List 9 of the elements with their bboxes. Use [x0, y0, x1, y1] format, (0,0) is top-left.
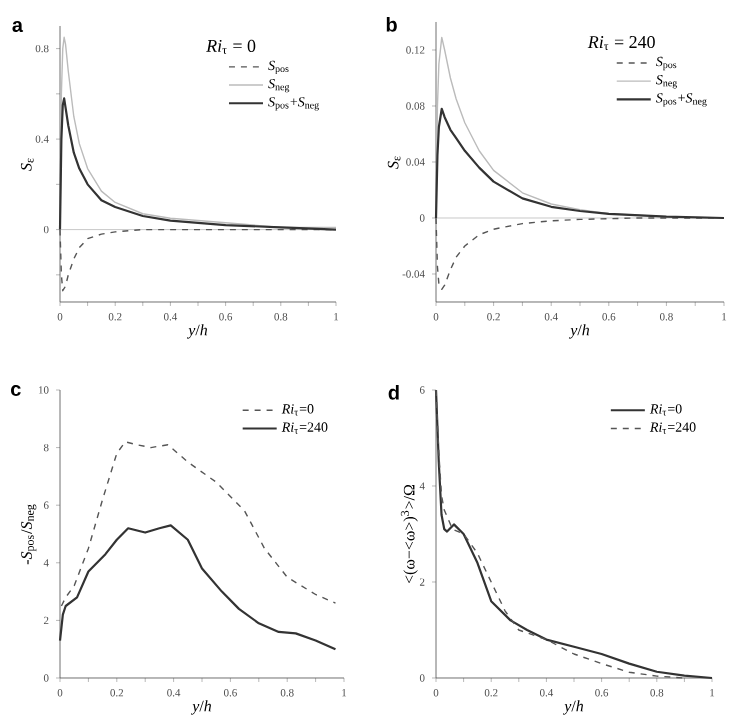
chart-title: a	[12, 21, 24, 32]
legend-title: Ri$_{τ}$ = 0	[206, 39, 256, 54]
chart-title: d	[388, 385, 399, 400]
legend-title: Ri$_{τ}$ = 240	[587, 35, 655, 51]
line-series	[434, 107, 726, 220]
chart-title: b	[386, 17, 397, 32]
chart-title: c	[11, 385, 21, 396]
line-series	[58, 97, 338, 231]
line-series	[58, 524, 337, 651]
